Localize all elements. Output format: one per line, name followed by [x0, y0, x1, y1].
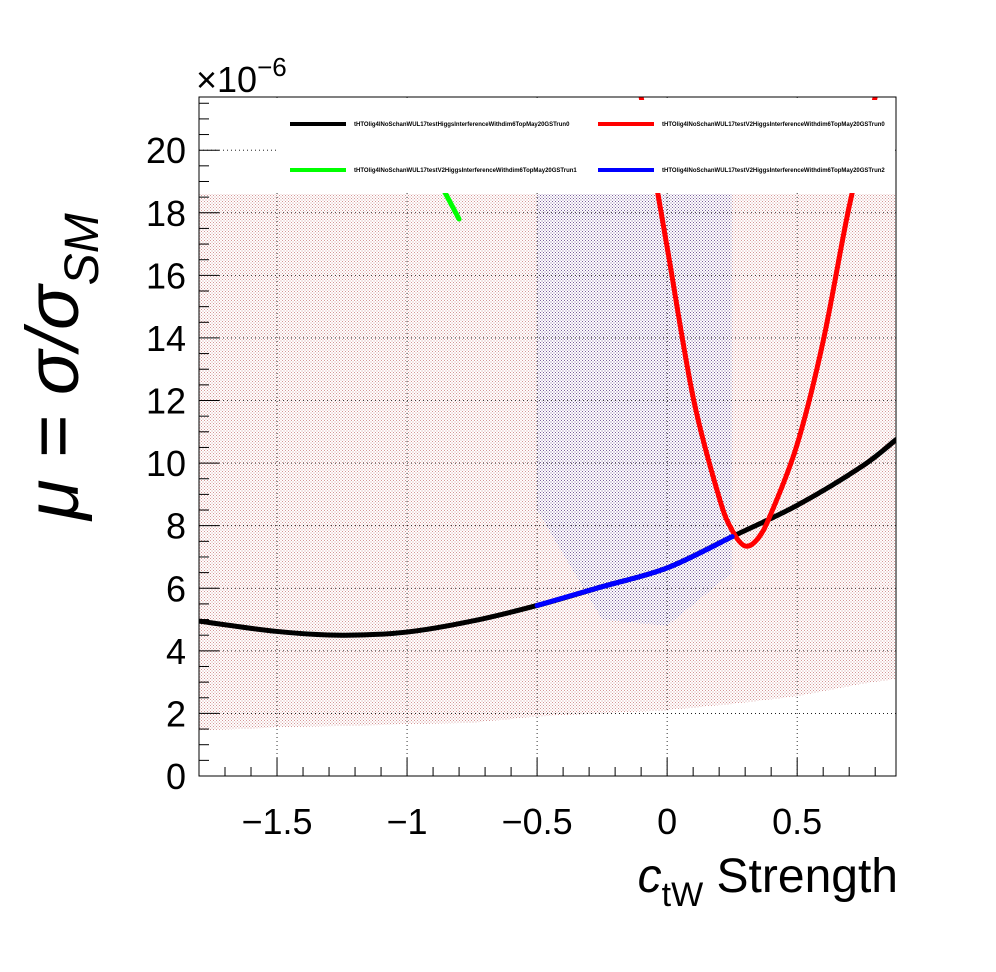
y-tick-label: 16	[146, 255, 186, 296]
y-tick-labels: 0 2 4 6 8 10 12 14 16 18 20	[146, 130, 186, 797]
legend-box	[276, 100, 894, 193]
x-tick-label: −1.5	[241, 801, 312, 842]
legend: tHTOlig4lNoSchanWUL17testHiggsInterferen…	[276, 100, 894, 193]
y-axis-label-sub: SM	[56, 213, 109, 285]
y-tick-label: 20	[146, 130, 186, 171]
uncertainty-bands	[199, 194, 896, 731]
y-tick-label: 10	[146, 443, 186, 484]
y-tick-label: 14	[146, 318, 186, 359]
x-axis-label: ctW Strength	[638, 850, 898, 914]
x-axis-label-symbol: c	[638, 850, 662, 903]
x-tick-label: −1	[387, 801, 428, 842]
x-tick-label: 0	[657, 801, 677, 842]
y-tick-label: 12	[146, 381, 186, 422]
x-tick-label: 0.5	[772, 801, 822, 842]
legend-label-2: tHTOlig4lNoSchanWUL17testV2HiggsInterfer…	[354, 168, 577, 174]
legend-label-1: tHTOlig4lNoSchanWUL17testV2HiggsInterfer…	[662, 122, 885, 128]
y-tick-label: 8	[166, 506, 186, 547]
x-axis-label-rest: Strength	[703, 850, 898, 903]
axis-ticks	[198, 102, 876, 777]
series-line-3	[534, 534, 735, 608]
y-tick-label: 0	[166, 756, 186, 797]
y-tick-label: 4	[166, 631, 186, 672]
legend-label-0: tHTOlig4lNoSchanWUL17testHiggsInterferen…	[354, 122, 570, 128]
y-multiplier-exp: −6	[257, 52, 287, 82]
y-axis-label: μ = σ/σSM	[11, 213, 109, 522]
legend-label-3: tHTOlig4lNoSchanWUL17testV2HiggsInterfer…	[662, 168, 885, 174]
x-tick-label: −0.5	[502, 801, 573, 842]
plot-frame	[198, 96, 897, 777]
y-tick-label: 2	[166, 693, 186, 734]
band-series-3	[537, 194, 733, 626]
y-tick-label: 6	[166, 568, 186, 609]
y-axis-label-main: μ = σ/σ	[11, 283, 94, 522]
y-multiplier: ×10−6	[196, 52, 287, 100]
y-multiplier-base: ×10	[196, 59, 257, 100]
x-tick-labels: −1.5 −1 −0.5 0 0.5	[241, 801, 822, 842]
x-axis-label-sub: tW	[662, 876, 704, 914]
series-line-1	[638, 97, 878, 549]
y-tick-label: 18	[146, 193, 186, 234]
